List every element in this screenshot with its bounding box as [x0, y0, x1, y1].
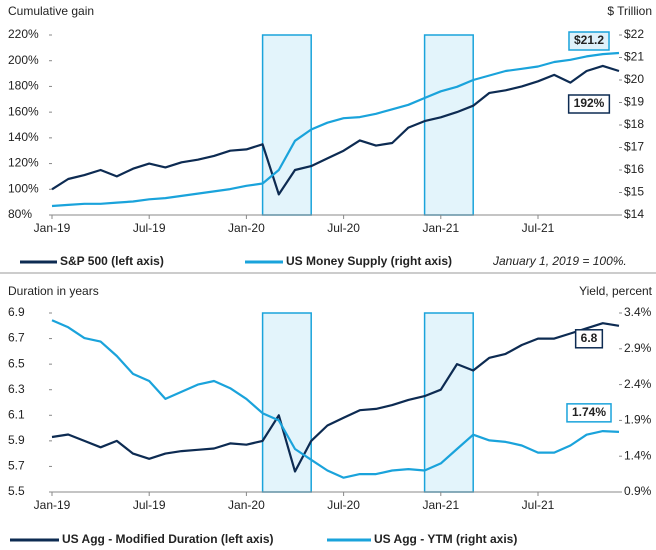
x-tick-label: Jan-21	[422, 498, 459, 512]
legend-label: US Money Supply (right axis)	[286, 254, 452, 268]
y2-tick-label: 1.9%	[624, 413, 652, 427]
y-axis-title: Duration in years	[8, 284, 99, 298]
legend-label: US Agg - Modified Duration (left axis)	[62, 532, 274, 546]
y-tick-label: 5.5	[8, 484, 25, 498]
y2-tick-label: 2.4%	[624, 377, 652, 391]
y2-tick-label: $22	[624, 27, 644, 41]
y-tick-label: 80%	[8, 207, 32, 221]
annotation: 1.74%	[566, 403, 612, 423]
x-tick-label: Jul-20	[327, 498, 360, 512]
y-axis-title: Cumulative gain	[8, 4, 94, 18]
annotation-label: 1.74%	[572, 405, 606, 419]
y2-tick-label: $21	[624, 50, 644, 64]
x-tick-label: Jan-19	[34, 221, 71, 235]
annotation: 192%	[567, 94, 611, 114]
y-tick-label: 6.1	[8, 407, 25, 421]
y-tick-label: 5.7	[8, 459, 25, 473]
note: January 1, 2019 = 100%.	[492, 254, 627, 268]
legend-label: US Agg - YTM (right axis)	[374, 532, 517, 546]
x-tick-label: Jan-20	[228, 498, 265, 512]
x-tick-label: Jan-20	[228, 221, 265, 235]
y2-tick-label: $16	[624, 162, 644, 176]
y2-axis-title: $ Trillion	[607, 4, 652, 18]
x-tick-label: Jul-20	[327, 221, 360, 235]
y-tick-label: 100%	[8, 181, 39, 195]
x-tick-label: Jan-21	[422, 221, 459, 235]
y2-tick-label: 2.9%	[624, 341, 652, 355]
x-tick-label: Jul-19	[133, 498, 166, 512]
x-tick-label: Jul-21	[522, 498, 555, 512]
series-line	[51, 322, 620, 473]
y-tick-label: 200%	[8, 53, 39, 67]
x-tick-label: Jan-19	[34, 498, 71, 512]
x-tick-label: Jul-21	[522, 221, 555, 235]
shaded-period	[261, 312, 312, 493]
y2-tick-label: 1.4%	[624, 448, 652, 462]
y2-tick-label: $14	[624, 207, 644, 221]
y-tick-label: 5.9	[8, 433, 25, 447]
series-line	[51, 51, 620, 208]
y-tick-label: 140%	[8, 130, 39, 144]
x-tick-label: Jul-19	[133, 221, 166, 235]
y2-tick-label: $15	[624, 185, 644, 199]
annotation-label: 192%	[574, 96, 605, 110]
y-tick-label: 160%	[8, 104, 39, 118]
y2-tick-label: 0.9%	[624, 484, 652, 498]
y2-tick-label: $18	[624, 117, 644, 131]
legend-label: S&P 500 (left axis)	[60, 254, 164, 268]
annotation-box	[567, 94, 611, 114]
y-tick-label: 6.5	[8, 356, 25, 370]
annotation-box	[574, 329, 604, 349]
y-tick-label: 6.7	[8, 331, 25, 345]
y2-tick-label: $17	[624, 140, 644, 154]
y2-tick-label: $19	[624, 95, 644, 109]
series-line	[51, 64, 620, 196]
y2-tick-label: $20	[624, 72, 644, 86]
y2-tick-label: 3.4%	[624, 305, 652, 319]
annotation: 6.8	[574, 329, 604, 349]
annotation-box	[568, 31, 610, 51]
shaded-period	[261, 34, 312, 216]
y-tick-label: 6.3	[8, 382, 25, 396]
y-tick-label: 180%	[8, 79, 39, 93]
series-line	[51, 319, 620, 479]
annotation: $21.2	[568, 31, 610, 51]
annotation-label: $21.2	[574, 33, 604, 47]
annotation-label: 6.8	[581, 331, 598, 345]
annotation-box	[566, 403, 612, 423]
y-tick-label: 6.9	[8, 305, 25, 319]
y-tick-label: 220%	[8, 27, 39, 41]
shaded-period	[423, 312, 474, 493]
y2-axis-title: Yield, percent	[579, 284, 653, 298]
y-tick-label: 120%	[8, 156, 39, 170]
shaded-period	[423, 34, 474, 216]
